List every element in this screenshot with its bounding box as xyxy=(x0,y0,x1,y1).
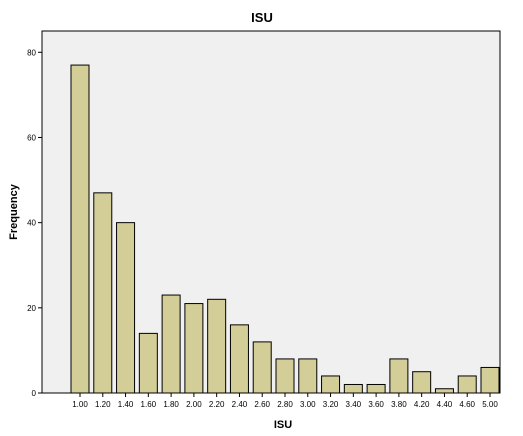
bar-1.40 xyxy=(116,222,136,394)
y-axis-label: Frequency xyxy=(8,183,20,240)
y-tick-label: 0 xyxy=(32,389,37,398)
bar-3.40 xyxy=(343,383,363,394)
bar-2.20 xyxy=(207,298,227,394)
x-tick-label: 4.20 xyxy=(414,400,430,409)
bar-1.00 xyxy=(70,64,90,394)
bar-3.20 xyxy=(321,375,341,394)
x-tick-label: 2.40 xyxy=(232,400,248,409)
y-tick-label: 20 xyxy=(27,304,36,313)
chart-title: ISU xyxy=(251,10,273,25)
x-axis: 1.00 1.20 1.40 1.60 1.80 2.00 2.20 2.40 2.60 2.80… xyxy=(72,393,498,409)
x-tick-label: 4.40 xyxy=(437,400,453,409)
x-tick-label: 1.20 xyxy=(95,400,111,409)
x-tick-label: 3.60 xyxy=(368,400,384,409)
bar-4.20 xyxy=(412,371,432,394)
x-tick-label: 1.00 xyxy=(72,400,88,409)
bar-4.60 xyxy=(457,375,477,394)
x-tick-label: 2.00 xyxy=(186,400,202,409)
x-tick-label: 3.20 xyxy=(323,400,339,409)
x-tick-label: 2.20 xyxy=(209,400,225,409)
x-tick-label: 1.80 xyxy=(163,400,179,409)
x-tick-label: 2.80 xyxy=(277,400,293,409)
x-tick-label: 3.00 xyxy=(300,400,316,409)
y-tick-label: 60 xyxy=(27,133,36,142)
bar-3.60 xyxy=(366,383,386,394)
bar-2.40 xyxy=(229,324,249,394)
y-tick-label: 40 xyxy=(27,219,36,228)
bar-2.00 xyxy=(184,303,204,394)
bar-2.60 xyxy=(252,341,272,394)
bar-1.20 xyxy=(93,192,113,394)
bar-1.60 xyxy=(138,332,158,394)
x-tick-label: 2.60 xyxy=(254,400,270,409)
x-tick-label: 3.40 xyxy=(346,400,362,409)
x-tick-label: 5.00 xyxy=(482,400,498,409)
x-axis-label: ISU xyxy=(274,419,292,431)
x-tick-label: 4.60 xyxy=(459,400,475,409)
bar-2.80 xyxy=(275,358,295,394)
x-tick-label: 1.60 xyxy=(141,400,157,409)
x-tick-label: 1.40 xyxy=(118,400,134,409)
bar-3.00 xyxy=(298,358,318,394)
x-tick-label: 3.80 xyxy=(391,400,407,409)
bar-4.40 xyxy=(434,388,454,394)
y-axis: 0 20 40 60 80 xyxy=(27,48,42,398)
bar-5.00 xyxy=(480,366,500,394)
bar-1.80 xyxy=(161,294,181,394)
y-tick-label: 80 xyxy=(27,48,36,57)
bar-3.80 xyxy=(389,358,409,394)
bars-group xyxy=(70,64,500,394)
